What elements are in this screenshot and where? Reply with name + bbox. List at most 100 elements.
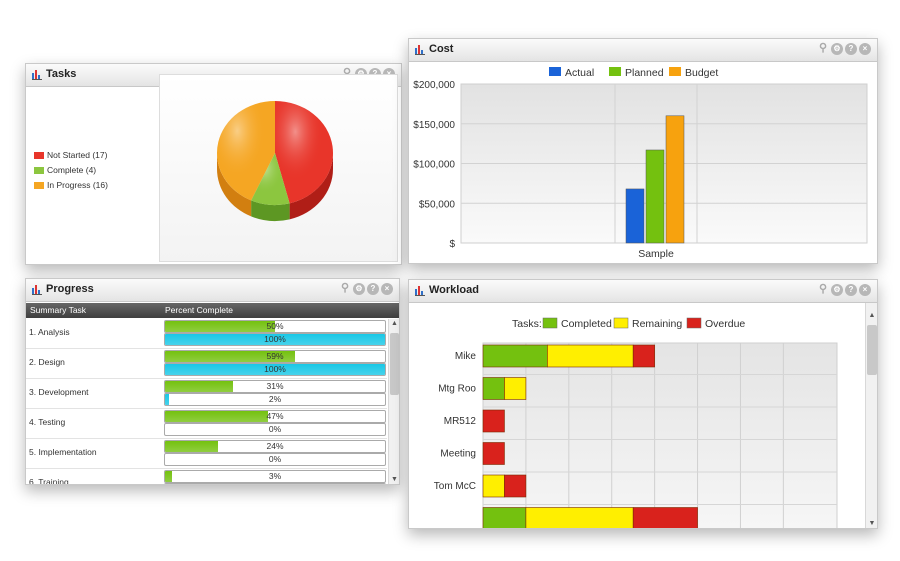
chart-icon: [415, 45, 425, 55]
legend-swatch: [542, 317, 558, 329]
task-name: 3. Development: [29, 387, 89, 397]
gear-icon[interactable]: ⚙: [831, 284, 843, 296]
percent-scheduled-bar: 100%: [164, 333, 386, 346]
percent-complete-bar: 31%: [164, 380, 386, 393]
progress-panel-tools: ⚲ ⚙ ? ×: [339, 283, 393, 295]
bar-fill: [165, 351, 295, 362]
person-label: Mtg Roo: [438, 384, 476, 395]
legend-swatch: [34, 151, 44, 159]
workload-bar: [632, 344, 655, 368]
scroll-up-icon[interactable]: ▲: [391, 320, 398, 327]
scroll-down-icon[interactable]: ▼: [391, 476, 398, 483]
workload-panel-tools: ⚲ ⚙ ? ×: [817, 284, 871, 296]
legend-label: In Progress (16): [47, 180, 108, 190]
progress-scrollbar[interactable]: ▲ ▼: [388, 319, 399, 484]
help-icon[interactable]: ?: [845, 43, 857, 55]
y-tick-label: $100,000: [413, 160, 455, 171]
chart-icon: [32, 70, 42, 80]
table-row[interactable]: 3. Development 31% 2%: [26, 379, 387, 409]
table-row[interactable]: 2. Design 59% 100%: [26, 349, 387, 379]
table-row[interactable]: 6. Training 3%: [26, 469, 387, 484]
bar-label: 0%: [268, 424, 282, 434]
col-summary-task[interactable]: Summary Task: [30, 305, 87, 315]
close-icon[interactable]: ×: [859, 284, 871, 296]
percent-scheduled-bar: 0%: [164, 453, 386, 466]
bar-fill: [165, 441, 218, 452]
legend-item: Not Started (17): [34, 150, 108, 160]
bar-label: 47%: [266, 411, 284, 421]
workload-bar: [547, 344, 634, 368]
table-row[interactable]: 1. Analysis 50% 100%: [26, 319, 387, 349]
person-label: Mike: [455, 351, 477, 362]
workload-scrollbar[interactable]: ▲ ▼: [865, 303, 877, 528]
close-icon[interactable]: ×: [381, 283, 393, 295]
tasks-panel-title: Tasks: [46, 68, 77, 80]
legend-label: Not Started (17): [47, 150, 108, 160]
bar-fill: [165, 394, 170, 405]
gear-icon[interactable]: ⚙: [353, 283, 365, 295]
task-name: 5. Implementation: [29, 447, 97, 457]
bar-label: 100%: [264, 334, 286, 344]
scroll-thumb[interactable]: [867, 325, 877, 375]
percent-scheduled-bar: 2%: [164, 393, 386, 406]
search-icon[interactable]: ⚲: [342, 67, 352, 79]
chart-icon: [32, 285, 42, 295]
pie-slice-side: [217, 153, 252, 217]
legend-swatch: [34, 181, 44, 189]
bar: [665, 115, 685, 244]
cost-panel-tools: ⚲ ⚙ ? ×: [817, 43, 871, 55]
search-icon[interactable]: ⚲: [818, 283, 828, 295]
gear-icon[interactable]: ⚙: [831, 43, 843, 55]
scroll-up-icon[interactable]: ▲: [868, 312, 876, 319]
progress-panel-title: Progress: [46, 283, 94, 295]
task-name: 4. Testing: [29, 417, 66, 427]
bar-fill: [165, 471, 172, 482]
bar-fill: [165, 321, 275, 332]
search-icon[interactable]: ⚲: [818, 42, 828, 54]
task-name: 1. Analysis: [29, 327, 70, 337]
progress-panel: Progress ⚲ ⚙ ? × Summary Task Percent Co…: [25, 278, 400, 485]
workload-panel: Workload ⚲ ⚙ ? × Tasks: Completed Remainin…: [408, 279, 878, 529]
workload-bar: [504, 377, 527, 400]
col-percent-complete[interactable]: Percent Complete: [165, 305, 234, 315]
workload-bar: [525, 507, 634, 528]
workload-bar-chart: Tasks: Completed Remaining Overdue Mike Mtg R…: [434, 317, 838, 528]
bar-label: 24%: [266, 441, 284, 451]
scroll-thumb[interactable]: [390, 333, 399, 395]
table-row[interactable]: 4. Testing 47% 0%: [26, 409, 387, 439]
chart-icon: [415, 286, 425, 296]
table-row[interactable]: 5. Implementation 24% 0%: [26, 439, 387, 469]
tasks-legend: Not Started (17) Complete (4) In Progres…: [34, 150, 108, 195]
pie-slice-highlight: [251, 153, 290, 205]
bar-fill: [165, 381, 234, 392]
bar-fill: [165, 334, 385, 345]
cost-panel: Cost ⚲ ⚙ ? × $200,000 $150,000 $100,000 $50…: [408, 38, 878, 264]
pie-slice-side: [289, 153, 333, 220]
scroll-down-icon[interactable]: ▼: [868, 520, 876, 527]
tasks-panel: Tasks ⚲ ⚙ ? × Not Started (17) Complete …: [25, 63, 402, 265]
percent-complete-bar: 24%: [164, 440, 386, 453]
workload-bar: [482, 474, 505, 498]
bar-label: 3%: [268, 471, 282, 481]
bar: [645, 149, 665, 244]
bar-fill: [165, 364, 385, 375]
legend-swatch: [613, 317, 629, 329]
legend-swatch: [686, 317, 702, 329]
percent-scheduled-bar: 100%: [164, 363, 386, 376]
percent-complete-bar: 59%: [164, 350, 386, 363]
legend-prefix: Tasks:: [512, 318, 542, 330]
y-tick-label: $150,000: [413, 120, 455, 131]
legend-swatch: [34, 166, 44, 174]
legend-swatch: [609, 67, 621, 76]
y-tick-label: $50,000: [419, 199, 456, 210]
person-label: Tom McC: [434, 481, 476, 492]
legend-swatch: [549, 67, 561, 76]
person-label: Meeting: [440, 449, 476, 460]
person-label: MR512: [444, 416, 477, 427]
pie-slice-side: [251, 200, 290, 222]
close-icon[interactable]: ×: [859, 43, 871, 55]
search-icon[interactable]: ⚲: [340, 282, 350, 294]
bar-label: 2%: [268, 394, 282, 404]
help-icon[interactable]: ?: [367, 283, 379, 295]
help-icon[interactable]: ?: [845, 284, 857, 296]
